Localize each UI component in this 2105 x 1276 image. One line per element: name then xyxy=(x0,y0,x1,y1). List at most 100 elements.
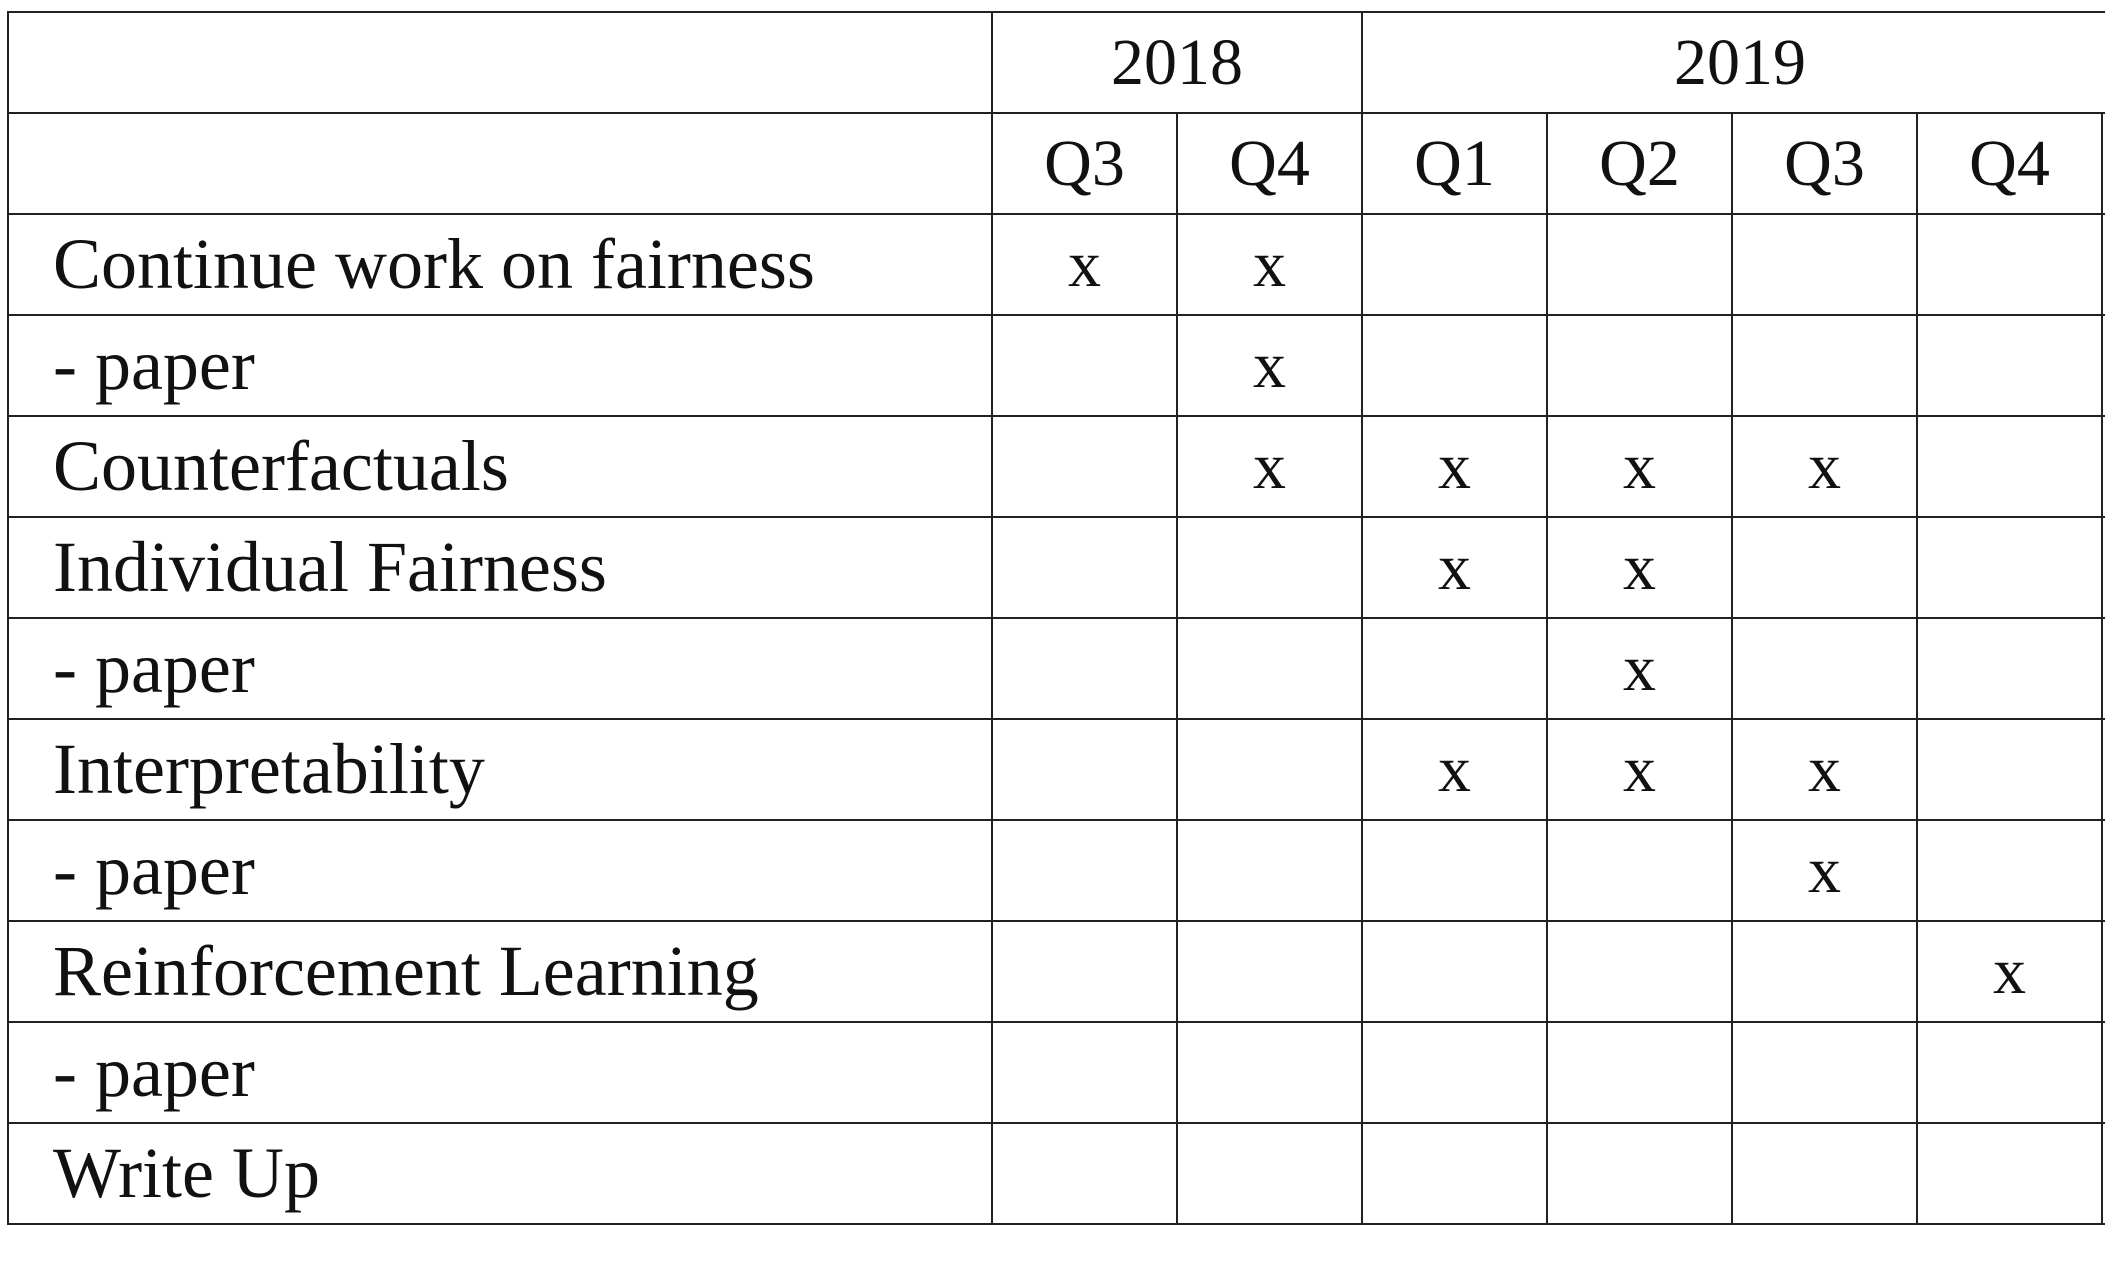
schedule-cell xyxy=(1361,920,1548,1023)
quarter-header-2019-q3: Q3 xyxy=(1731,112,1918,215)
task-row: Counterfactuals x x x x xyxy=(7,415,2105,518)
quarter-header-overflow-cell xyxy=(2100,112,2105,215)
schedule-cell xyxy=(1731,213,1918,316)
task-label: Write Up xyxy=(7,1122,993,1225)
timeline-table: 2018 2019 Q3 Q4 Q1 Q2 Q3 Q4 Continue wor… xyxy=(7,11,2105,1225)
task-row: - paper xyxy=(7,1021,2105,1124)
overflow-cell xyxy=(2100,516,2105,619)
task-row: Write Up xyxy=(7,1122,2105,1225)
year-header-2018: 2018 xyxy=(991,11,1363,114)
schedule-cell: x xyxy=(1176,415,1363,518)
task-label: Reinforcement Learning xyxy=(7,920,993,1023)
quarter-header-2019-q1: Q1 xyxy=(1361,112,1548,215)
schedule-cell xyxy=(1176,617,1363,720)
schedule-cell xyxy=(1916,819,2103,922)
schedule-cell xyxy=(991,415,1178,518)
schedule-cell xyxy=(1176,516,1363,619)
overflow-cell xyxy=(2100,617,2105,720)
schedule-cell xyxy=(1176,1122,1363,1225)
overflow-cell xyxy=(2100,1122,2105,1225)
quarter-header-2019-q2: Q2 xyxy=(1546,112,1733,215)
task-label: - paper xyxy=(7,1021,993,1124)
year-header-corner-cell xyxy=(7,11,993,114)
schedule-cell xyxy=(1916,314,2103,417)
schedule-cell xyxy=(1916,1122,2103,1225)
schedule-cell xyxy=(1546,1122,1733,1225)
schedule-cell xyxy=(991,1021,1178,1124)
schedule-cell: x xyxy=(1361,415,1548,518)
task-label: Counterfactuals xyxy=(7,415,993,518)
schedule-cell xyxy=(1916,617,2103,720)
schedule-cell xyxy=(1176,718,1363,821)
task-row: Individual Fairness x x xyxy=(7,516,2105,619)
schedule-cell: x xyxy=(1361,516,1548,619)
task-row: Reinforcement Learning x xyxy=(7,920,2105,1023)
schedule-cell: x xyxy=(1546,617,1733,720)
schedule-cell xyxy=(991,314,1178,417)
schedule-cell: x xyxy=(1546,718,1733,821)
schedule-cell: x xyxy=(1916,920,2103,1023)
schedule-cell: x xyxy=(1731,718,1918,821)
schedule-cell xyxy=(1176,1021,1363,1124)
schedule-cell: x xyxy=(991,213,1178,316)
schedule-cell xyxy=(1731,1122,1918,1225)
schedule-cell xyxy=(1546,314,1733,417)
schedule-cell: x xyxy=(1361,718,1548,821)
quarter-header-2018-q3: Q3 xyxy=(991,112,1178,215)
schedule-cell xyxy=(1731,1021,1918,1124)
schedule-cell xyxy=(1731,314,1918,417)
schedule-cell xyxy=(1361,314,1548,417)
schedule-cell: x xyxy=(1546,415,1733,518)
schedule-cell xyxy=(1176,920,1363,1023)
schedule-cell xyxy=(1176,819,1363,922)
quarter-header-row: Q3 Q4 Q1 Q2 Q3 Q4 xyxy=(7,112,2105,215)
schedule-cell xyxy=(1361,1122,1548,1225)
schedule-cell xyxy=(1361,213,1548,316)
schedule-cell xyxy=(1916,718,2103,821)
overflow-cell xyxy=(2100,213,2105,316)
schedule-cell: x xyxy=(1731,415,1918,518)
task-label: - paper xyxy=(7,314,993,417)
schedule-cell xyxy=(1546,819,1733,922)
timeline-body: 2018 2019 Q3 Q4 Q1 Q2 Q3 Q4 Continue wor… xyxy=(7,11,2105,1225)
quarter-header-2019-q4: Q4 xyxy=(1916,112,2103,215)
overflow-cell xyxy=(2100,1021,2105,1124)
overflow-cell xyxy=(2100,415,2105,518)
overflow-cell xyxy=(2100,718,2105,821)
task-label: Continue work on fairness xyxy=(7,213,993,316)
schedule-cell xyxy=(1916,1021,2103,1124)
schedule-cell xyxy=(1731,617,1918,720)
schedule-cell xyxy=(1361,819,1548,922)
overflow-cell xyxy=(2100,314,2105,417)
schedule-cell xyxy=(991,920,1178,1023)
schedule-cell xyxy=(1546,213,1733,316)
schedule-cell: x xyxy=(1731,819,1918,922)
task-row: - paper x xyxy=(7,314,2105,417)
schedule-cell: x xyxy=(1176,213,1363,316)
overflow-cell xyxy=(2100,819,2105,922)
schedule-cell xyxy=(991,718,1178,821)
schedule-cell xyxy=(1361,617,1548,720)
schedule-cell xyxy=(1546,920,1733,1023)
schedule-cell xyxy=(991,1122,1178,1225)
schedule-cell: x xyxy=(1546,516,1733,619)
schedule-cell xyxy=(1916,213,2103,316)
schedule-cell xyxy=(1916,516,2103,619)
quarter-header-2018-q4: Q4 xyxy=(1176,112,1363,215)
task-label: - paper xyxy=(7,819,993,922)
task-label: Interpretability xyxy=(7,718,993,821)
schedule-cell xyxy=(1731,516,1918,619)
schedule-cell xyxy=(1916,415,2103,518)
task-row: Interpretability x x x xyxy=(7,718,2105,821)
schedule-cell xyxy=(991,819,1178,922)
schedule-cell xyxy=(991,617,1178,720)
quarter-header-corner-cell xyxy=(7,112,993,215)
schedule-cell xyxy=(1731,920,1918,1023)
schedule-cell xyxy=(1546,1021,1733,1124)
overflow-cell xyxy=(2100,920,2105,1023)
schedule-cell xyxy=(1361,1021,1548,1124)
task-row: - paper x xyxy=(7,819,2105,922)
schedule-cell xyxy=(991,516,1178,619)
task-label: Individual Fairness xyxy=(7,516,993,619)
